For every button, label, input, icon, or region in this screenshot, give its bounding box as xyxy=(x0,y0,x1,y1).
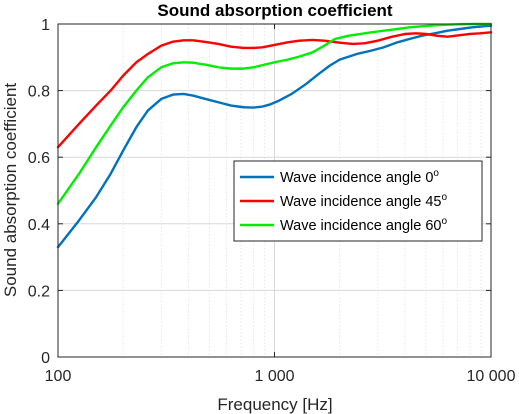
series-line-0 xyxy=(56,24,493,249)
x-tick-label: 100 xyxy=(45,368,72,385)
y-tick-label: 0.8 xyxy=(28,84,50,101)
x-axis-label: Frequency [Hz] xyxy=(217,395,332,414)
degree-symbol: o xyxy=(441,192,447,203)
y-tick-label: 1 xyxy=(41,17,50,34)
axis-ticks xyxy=(57,23,492,358)
legend-label-2: Wave incidence angle 60o xyxy=(280,216,447,234)
y-tick-label: 0 xyxy=(41,350,50,367)
series-line-2 xyxy=(56,22,493,206)
degree-symbol: o xyxy=(441,216,447,227)
series-layer xyxy=(56,22,493,249)
series-line-1 xyxy=(56,31,493,149)
legend-label-0: Wave incidence angle 0o xyxy=(280,168,439,186)
y-tick-label: 0.2 xyxy=(28,283,50,300)
chart-title: Sound absorption coefficient xyxy=(157,1,393,20)
legend-label-1: Wave incidence angle 45o xyxy=(280,192,447,210)
x-tick-label: 10 000 xyxy=(467,368,516,385)
y-tick-label: 0.6 xyxy=(28,150,50,167)
x-tick-labels: 100 1 000 10 000 xyxy=(45,368,516,385)
x-tick-label: 1 000 xyxy=(254,368,294,385)
degree-symbol: o xyxy=(433,168,439,179)
legend-box xyxy=(233,160,483,242)
y-tick-label: 0.4 xyxy=(28,217,50,234)
legend: Wave incidence angle 0o Wave incidence an… xyxy=(233,160,483,242)
y-tick-labels: 0 0.2 0.4 0.6 0.8 1 xyxy=(28,17,50,367)
y-axis-label: Sound absorption coefficient xyxy=(1,83,20,298)
